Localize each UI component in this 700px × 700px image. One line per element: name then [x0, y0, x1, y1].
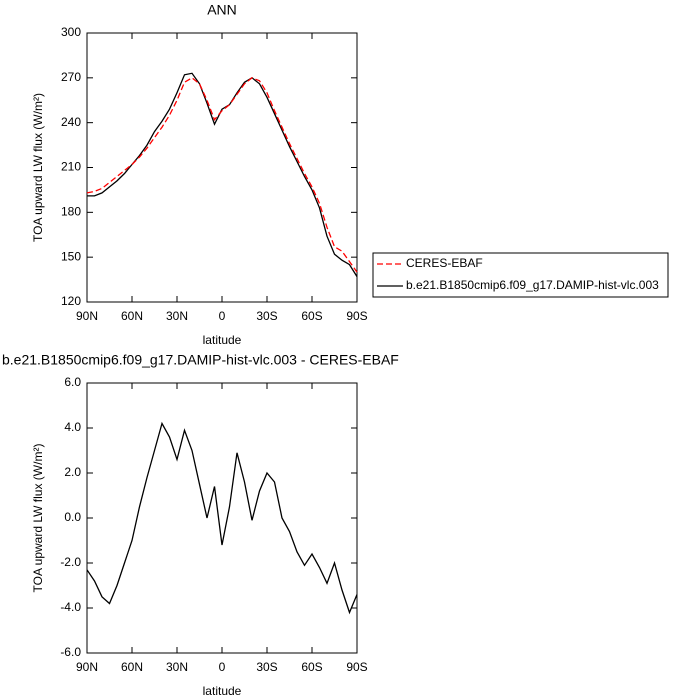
y-axis-label: TOA upward LW flux (W/m²) — [31, 444, 45, 593]
x-tick-label: 30N — [166, 309, 188, 323]
y-tick-label: 150 — [61, 249, 81, 263]
y-tick-label: 240 — [61, 115, 81, 129]
legend-label: b.e21.B1850cmip6.f09_g17.DAMIP-hist-vlc.… — [406, 278, 659, 292]
y-tick-label: 300 — [61, 25, 81, 39]
y-axis-label: TOA upward LW flux (W/m²) — [31, 93, 45, 242]
y-tick-label: -6.0 — [60, 645, 81, 659]
y-tick-label: 6.0 — [64, 375, 81, 389]
plot-frame — [86, 32, 358, 303]
y-tick-label: 2.0 — [64, 465, 81, 479]
x-tick-label: 90N — [76, 309, 98, 323]
y-tick-label: 180 — [61, 205, 81, 219]
plot-frame — [86, 382, 358, 654]
x-tick-label: 30S — [256, 660, 277, 674]
x-tick-label: 90S — [346, 660, 367, 674]
x-tick-label: 0 — [219, 660, 226, 674]
x-axis-label: latitude — [203, 684, 242, 698]
x-tick-label: 60N — [121, 309, 143, 323]
legend-label: CERES-EBAF — [406, 256, 483, 270]
x-tick-label: 90N — [76, 660, 98, 674]
y-tick-label: -2.0 — [60, 555, 81, 569]
y-tick-label: 120 — [61, 294, 81, 308]
x-tick-label: 30S — [256, 309, 277, 323]
x-axis-label: latitude — [203, 333, 242, 347]
y-tick-label: 270 — [61, 70, 81, 84]
data-line — [87, 72, 358, 277]
chart-title: b.e21.B1850cmip6.f09_g17.DAMIP-hist-vlc.… — [2, 352, 399, 368]
x-tick-label: 0 — [219, 309, 226, 323]
y-tick-label: 210 — [61, 160, 81, 174]
data-line — [86, 421, 358, 615]
x-tick-label: 60S — [301, 309, 322, 323]
y-tick-label: -4.0 — [60, 600, 81, 614]
chart-title: ANN — [207, 2, 237, 18]
x-tick-label: 90S — [346, 309, 367, 323]
x-tick-label: 60S — [301, 660, 322, 674]
y-tick-label: 0.0 — [64, 510, 81, 524]
x-tick-label: 30N — [166, 660, 188, 674]
legend-box — [372, 252, 669, 298]
y-tick-label: 4.0 — [64, 420, 81, 434]
data-line — [86, 77, 358, 273]
x-tick-label: 60N — [121, 660, 143, 674]
